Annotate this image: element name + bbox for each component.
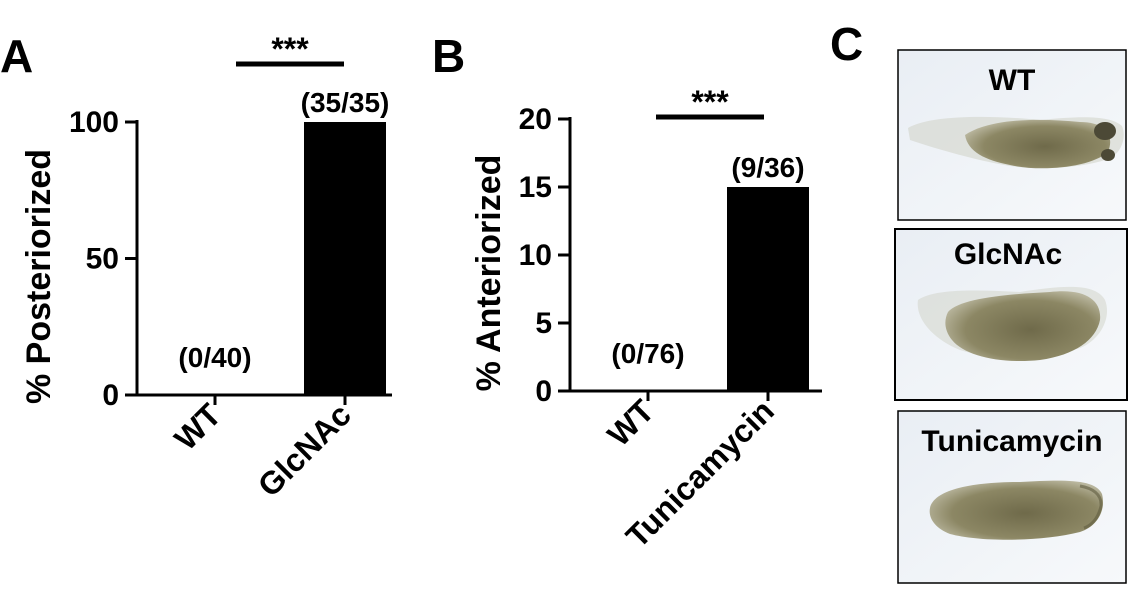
chart-a: 0 50 100 % Posteriorized (0/40) WT (35/35) GlcN…	[20, 31, 392, 504]
y-tick-label: 50	[86, 243, 119, 276]
embryo-image-glcnac: GlcNAc	[894, 228, 1128, 401]
panel-b-label: B	[432, 30, 465, 82]
panel-c-label: C	[830, 18, 863, 70]
y-tick-label: 20	[519, 103, 552, 136]
panel-a: A 0 50 100 % Posteriorized (0/40) WT (35/35) Gl…	[0, 30, 392, 504]
data-label: (0/76)	[611, 338, 684, 369]
y-tick-label: 100	[69, 106, 119, 139]
bar	[727, 187, 809, 391]
data-label: (0/40)	[178, 342, 251, 373]
embryo-image-tunicamycin: Tunicamycin	[897, 410, 1127, 584]
tadpole-embryo-glcnac-icon	[917, 286, 1108, 362]
y-tick-label: 0	[102, 379, 119, 412]
category-label: WT	[600, 392, 661, 453]
embryo-image-wt: WT	[897, 49, 1127, 221]
image-title-glcnac: GlcNAc	[954, 238, 1062, 271]
tadpole-embryo-tunicamycin-icon	[929, 480, 1104, 540]
data-label: (9/36)	[731, 152, 804, 183]
y-tick-label: 0	[535, 375, 552, 408]
y-tick-label: 10	[519, 239, 552, 272]
y-tick-label: 15	[519, 171, 552, 204]
panel-c: C WT GlcNAc Tunicamycin	[830, 18, 1128, 584]
y-axis-label: % Posteriorized	[20, 149, 58, 404]
significance-stars: ***	[271, 31, 309, 67]
panel-a-label: A	[0, 30, 33, 82]
bar	[304, 122, 386, 395]
y-tick-label: 5	[535, 307, 552, 340]
significance-stars: ***	[691, 84, 729, 120]
data-label: (35/35)	[301, 87, 390, 118]
image-title-wt: WT	[989, 64, 1036, 97]
y-axis-label: % Anteriorized	[470, 155, 508, 392]
tadpole-embryo-wt-icon	[908, 116, 1124, 169]
image-title-tunicamycin: Tunicamycin	[921, 425, 1102, 458]
category-label: WT	[167, 396, 228, 457]
category-label: GlcNAc	[251, 396, 358, 503]
